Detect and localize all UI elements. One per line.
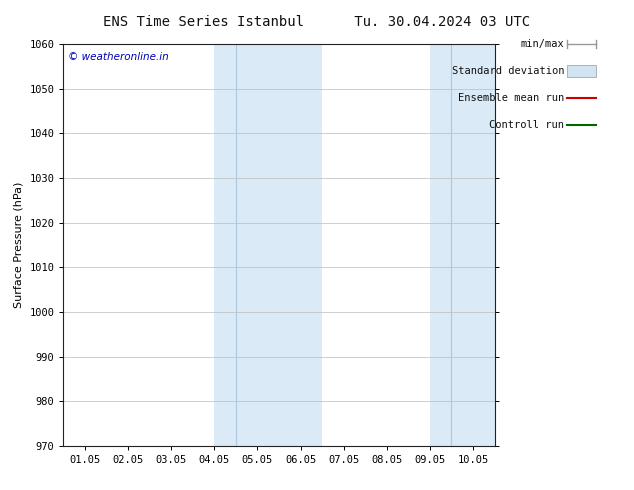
- Text: Standard deviation: Standard deviation: [452, 66, 564, 76]
- Y-axis label: Surface Pressure (hPa): Surface Pressure (hPa): [14, 182, 24, 308]
- Bar: [430, 44, 495, 446]
- Bar: [214, 44, 322, 446]
- Text: © weatheronline.in: © weatheronline.in: [68, 52, 169, 62]
- Text: Ensemble mean run: Ensemble mean run: [458, 93, 564, 103]
- Text: Controll run: Controll run: [489, 120, 564, 130]
- Text: ENS Time Series Istanbul      Tu. 30.04.2024 03 UTC: ENS Time Series Istanbul Tu. 30.04.2024 …: [103, 15, 531, 29]
- Text: min/max: min/max: [521, 39, 564, 49]
